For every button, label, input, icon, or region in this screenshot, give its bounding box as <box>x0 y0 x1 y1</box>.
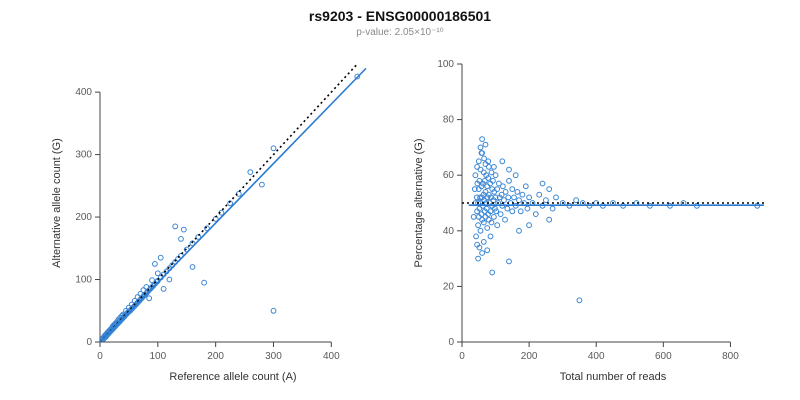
svg-text:200: 200 <box>207 351 224 362</box>
svg-text:0: 0 <box>448 337 454 348</box>
svg-text:Reference allele count (A): Reference allele count (A) <box>169 371 296 383</box>
svg-text:800: 800 <box>722 351 739 362</box>
svg-text:100: 100 <box>149 351 166 362</box>
svg-text:200: 200 <box>75 212 92 223</box>
svg-text:60: 60 <box>443 170 455 181</box>
svg-text:Total number of reads: Total number of reads <box>560 371 667 383</box>
svg-text:200: 200 <box>521 351 538 362</box>
svg-text:0: 0 <box>97 351 103 362</box>
svg-text:600: 600 <box>655 351 672 362</box>
svg-text:80: 80 <box>443 115 455 126</box>
left-scatter-plot: 0 100 200 300 400 0 100 200 300 400 Reference alle… <box>46 38 378 392</box>
chart-title: rs9203 - ENSG00000186501 <box>308 8 492 24</box>
svg-text:Alternative allele count (G): Alternative allele count (G) <box>51 138 63 268</box>
svg-text:100: 100 <box>437 59 454 70</box>
svg-text:Percentage alternative (G): Percentage alternative (G) <box>413 138 425 267</box>
svg-text:400: 400 <box>588 351 605 362</box>
percentage-alternative-scatter: 0 200 400 600 800 0 20 40 60 80 100 Total number of… <box>413 59 764 383</box>
chart-subtitle-pvalue: p-value: 2.05×10⁻¹⁰ <box>356 27 444 38</box>
svg-text:300: 300 <box>75 150 92 161</box>
svg-text:100: 100 <box>75 275 92 286</box>
svg-text:0: 0 <box>86 337 92 348</box>
svg-text:20: 20 <box>443 281 455 292</box>
svg-text:300: 300 <box>265 351 282 362</box>
right-scatter-plot: 0 200 400 600 800 0 20 40 60 80 100 Total number of… <box>408 38 776 392</box>
svg-text:0: 0 <box>459 351 465 362</box>
allele-count-scatter: 0 100 200 300 400 0 100 200 300 400 Reference alle… <box>51 64 367 383</box>
svg-text:40: 40 <box>443 226 455 237</box>
svg-text:400: 400 <box>75 87 92 98</box>
svg-text:400: 400 <box>323 351 340 362</box>
